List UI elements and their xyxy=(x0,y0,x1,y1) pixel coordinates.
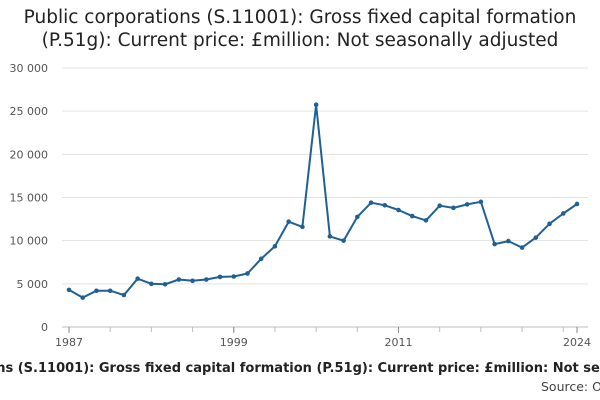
data-point[interactable] xyxy=(478,199,484,205)
data-point[interactable] xyxy=(107,288,113,294)
y-tick-label: 25 000 xyxy=(10,105,49,118)
y-tick-label: 20 000 xyxy=(10,148,49,161)
chart-title-line-1: Public corporations (S.11001): Gross fix… xyxy=(23,7,577,28)
data-point[interactable] xyxy=(135,276,140,281)
data-point[interactable] xyxy=(272,243,278,249)
data-point[interactable] xyxy=(423,218,429,223)
data-point[interactable] xyxy=(396,207,401,213)
data-point[interactable] xyxy=(80,295,86,300)
data-point[interactable] xyxy=(149,281,154,287)
data-point[interactable] xyxy=(492,241,497,247)
data-point[interactable] xyxy=(437,203,443,209)
data-point[interactable] xyxy=(258,256,264,262)
series-line xyxy=(68,103,578,299)
data-point[interactable] xyxy=(341,238,346,243)
data-point[interactable] xyxy=(162,281,168,287)
data-point[interactable] xyxy=(409,213,415,219)
data-point[interactable] xyxy=(368,200,374,205)
data-point[interactable] xyxy=(574,201,580,207)
data-point[interactable] xyxy=(313,102,319,107)
data-point[interactable] xyxy=(382,202,388,208)
data-point[interactable] xyxy=(286,219,291,224)
data-point[interactable] xyxy=(560,211,566,216)
axes: 0 5 000 10 000 15 000 20 000 25 000 30 000 1987… xyxy=(10,62,592,349)
data-point[interactable] xyxy=(190,278,195,284)
data-point[interactable] xyxy=(327,234,333,239)
data-point[interactable] xyxy=(355,214,360,220)
chart-caption: Public corporations (S.11001): Gross fix… xyxy=(0,361,600,379)
x-tick-label: 2011 xyxy=(385,336,413,349)
y-tick-label: 10 000 xyxy=(10,235,49,248)
series-layer xyxy=(66,102,580,300)
y-tick-label: 0 xyxy=(41,321,48,334)
data-point[interactable] xyxy=(464,202,470,207)
x-tick-label: 2024 xyxy=(563,336,591,349)
y-tick-label: 15 000 xyxy=(10,192,49,205)
data-point[interactable] xyxy=(66,287,72,293)
data-point[interactable] xyxy=(231,274,237,279)
data-point[interactable] xyxy=(176,277,182,282)
data-point[interactable] xyxy=(506,238,511,244)
chart-title: Public corporations (S.11001): Gross fix… xyxy=(0,6,600,52)
chart-caption-text: Public corporations (S.11001): Gross fix… xyxy=(0,361,600,376)
data-point[interactable] xyxy=(547,221,552,227)
data-point[interactable] xyxy=(94,288,99,294)
data-point[interactable] xyxy=(519,245,525,250)
gridlines xyxy=(62,67,588,285)
y-tick-label: 30 000 xyxy=(10,62,49,75)
data-point[interactable] xyxy=(203,277,209,282)
data-point[interactable] xyxy=(121,292,127,298)
source-note: Source: Office for National Statistics xyxy=(541,379,600,394)
data-point[interactable] xyxy=(245,271,250,276)
data-point[interactable] xyxy=(300,224,305,230)
data-point[interactable] xyxy=(451,205,456,211)
data-point[interactable] xyxy=(533,235,539,240)
y-tick-label: 5 000 xyxy=(17,278,49,291)
x-tick-label: 1999 xyxy=(220,336,248,349)
x-tick-label: 1987 xyxy=(55,336,83,349)
data-point[interactable] xyxy=(217,274,223,280)
chart-title-line-2: (P.51g): Current price: £million: Not se… xyxy=(41,30,559,51)
